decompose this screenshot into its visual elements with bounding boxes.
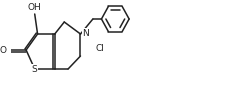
Text: OH: OH bbox=[28, 3, 42, 12]
Text: Cl: Cl bbox=[95, 44, 104, 53]
Text: N: N bbox=[82, 28, 89, 38]
Text: S: S bbox=[32, 64, 38, 74]
Text: O: O bbox=[0, 46, 6, 54]
